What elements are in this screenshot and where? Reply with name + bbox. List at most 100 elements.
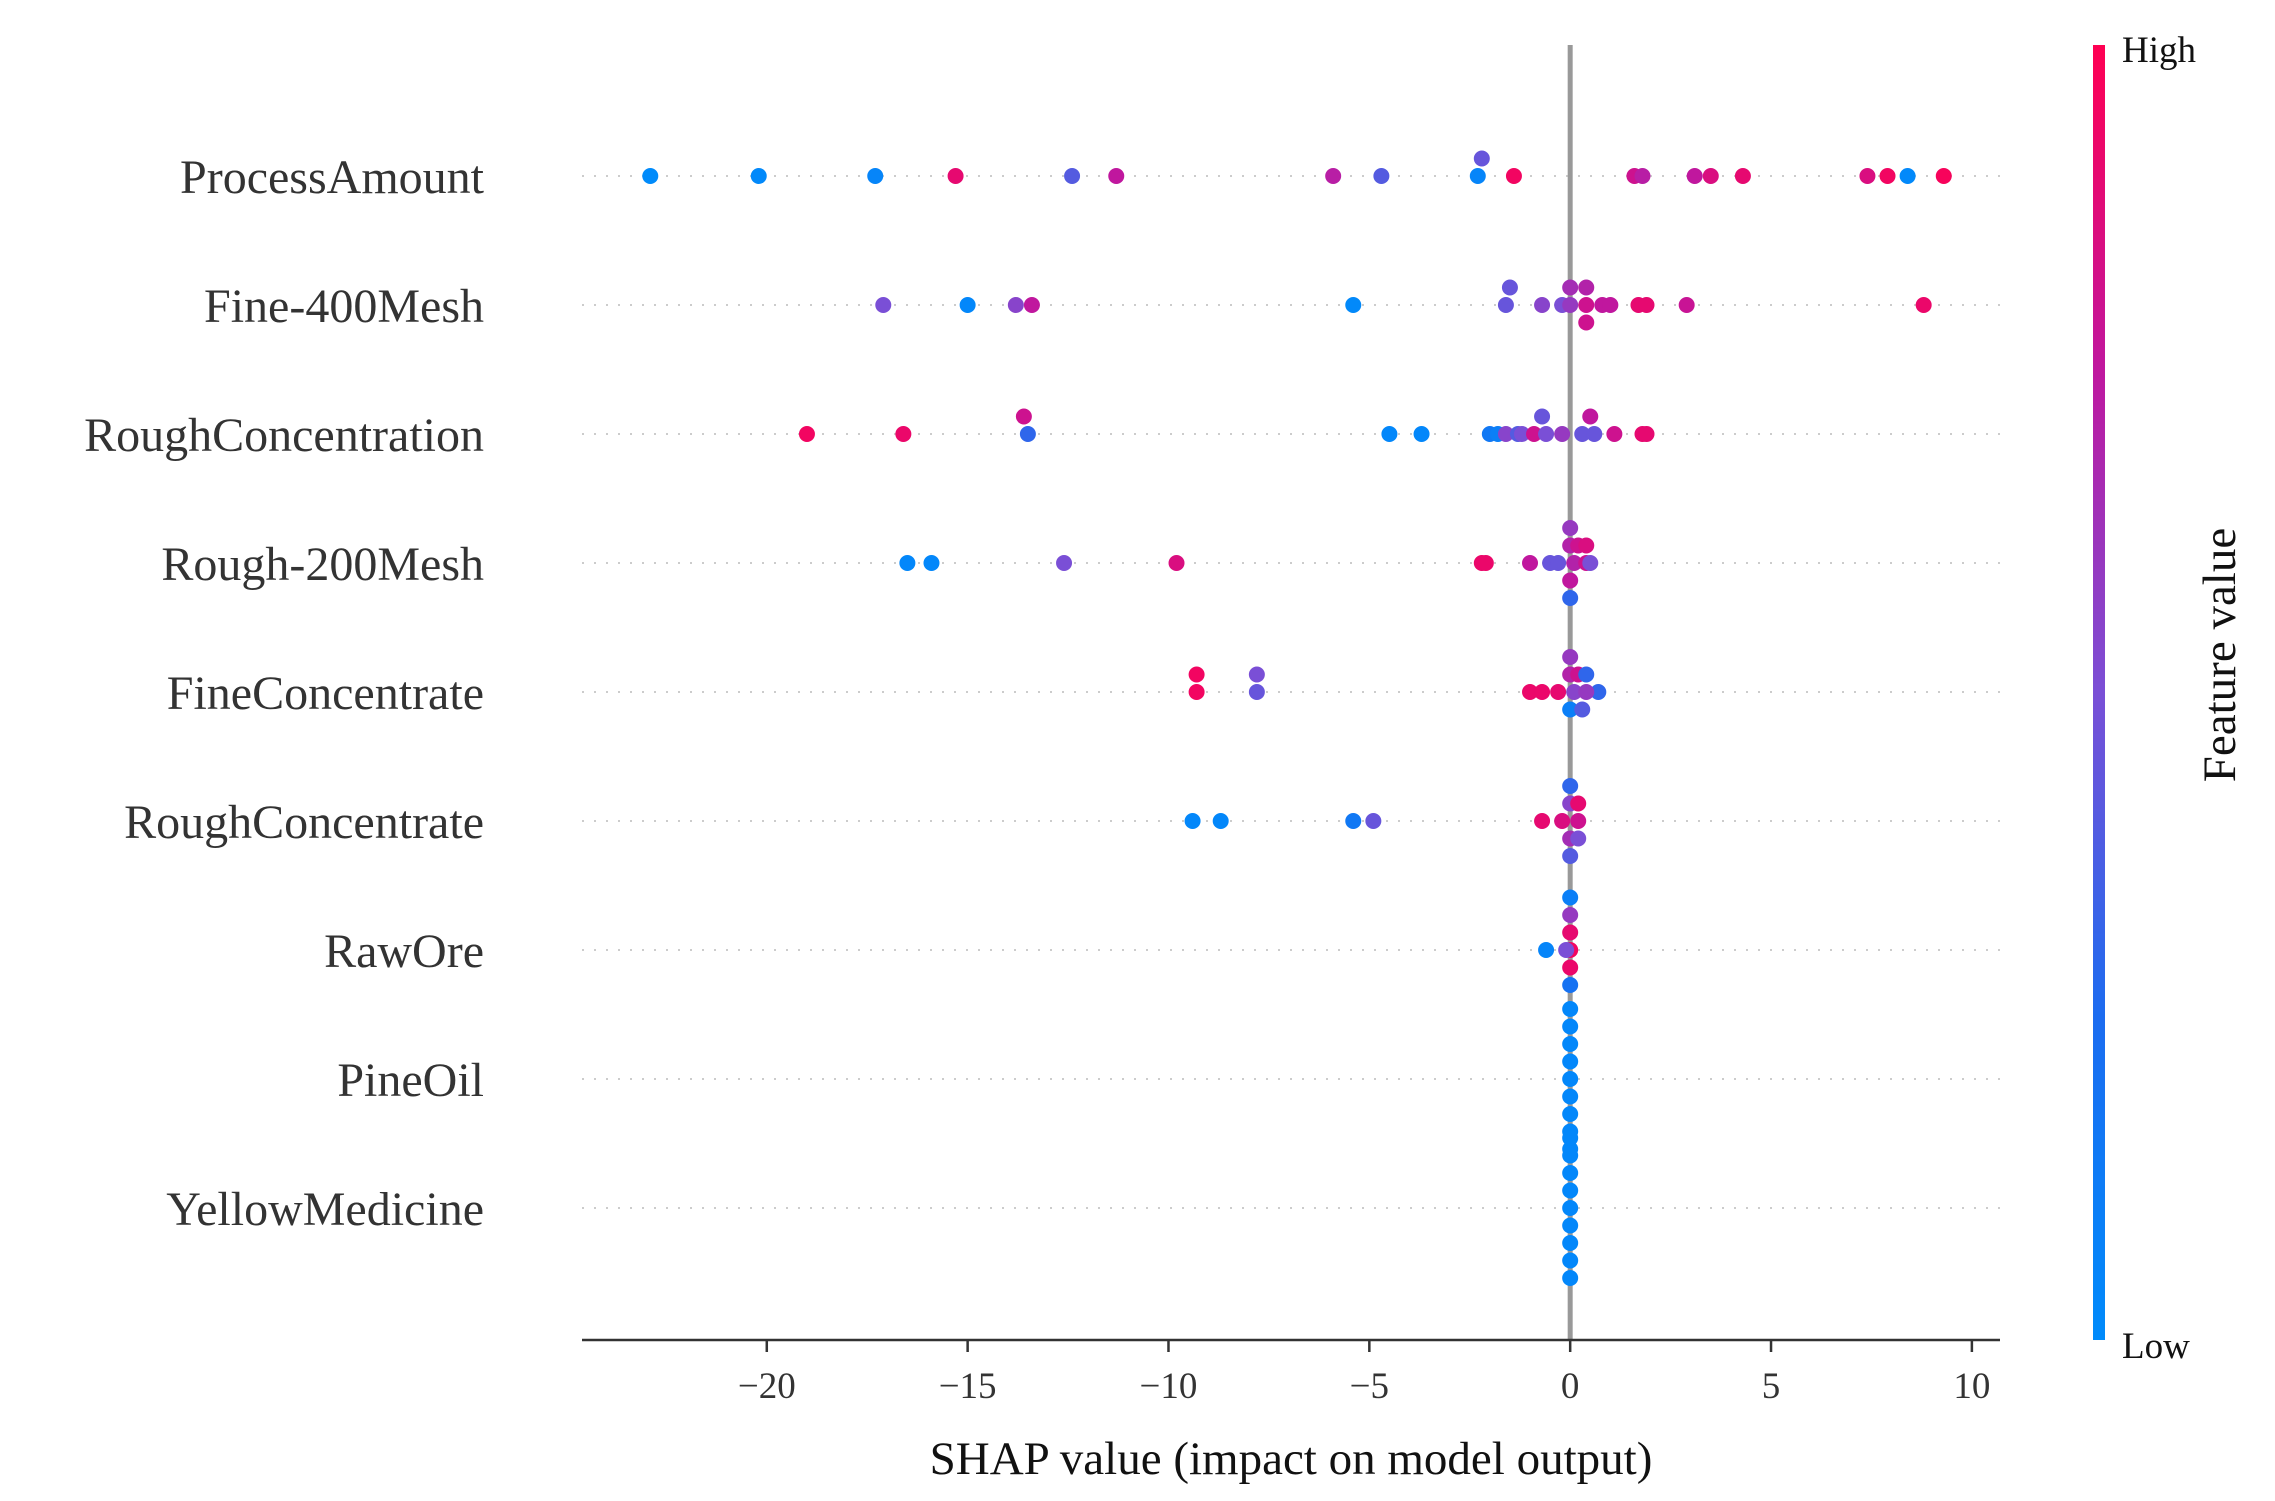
- shap-point: [1019, 426, 1036, 442]
- shap-point: [1678, 297, 1695, 313]
- shap-point: [1578, 314, 1595, 331]
- shap-point: [1562, 649, 1579, 665]
- colorbar-gradient: [2093, 45, 2105, 1340]
- shap-point: [1562, 1182, 1579, 1199]
- shap-point: [1562, 1106, 1579, 1122]
- shap-point: [1570, 830, 1587, 847]
- shap-point: [1574, 701, 1591, 718]
- shap-point: [1562, 1053, 1579, 1070]
- shap-point: [1702, 168, 1719, 184]
- x-tick-label: −15: [939, 1366, 997, 1407]
- shap-point: [1578, 279, 1595, 296]
- shap-point: [1562, 778, 1579, 794]
- shap-point: [1915, 297, 1932, 313]
- shap-point: [1526, 426, 1543, 442]
- shap-point: [1578, 684, 1595, 700]
- shap-point: [1562, 1270, 1579, 1286]
- shap-point: [1879, 168, 1896, 184]
- colorbar: High Low Feature value: [2093, 30, 2246, 1367]
- shap-point: [1505, 168, 1522, 184]
- shap-point: [1582, 555, 1599, 571]
- shap-point: [1497, 297, 1514, 313]
- shap-point: [1562, 959, 1579, 976]
- shap-point: [1562, 590, 1579, 606]
- feature-row-guides: [582, 175, 2000, 1209]
- shap-point: [798, 426, 815, 442]
- x-tick-label: 10: [1953, 1366, 1990, 1407]
- shap-point: [867, 168, 884, 184]
- shap-point: [1413, 426, 1430, 442]
- shap-point: [1638, 426, 1655, 442]
- shap-point: [1562, 1130, 1579, 1146]
- shap-point: [1562, 520, 1579, 536]
- feature-label: RoughConcentrate: [124, 796, 484, 849]
- shap-point: [1859, 168, 1876, 184]
- shap-point: [1562, 1147, 1579, 1164]
- shap-point: [1570, 795, 1587, 812]
- x-tick-label: −5: [1350, 1366, 1389, 1407]
- shap-point: [1345, 813, 1362, 829]
- shap-point: [1023, 297, 1040, 313]
- feature-label: RawOre: [324, 925, 484, 978]
- x-tick-label: −20: [738, 1366, 796, 1407]
- feature-label: PineOil: [337, 1054, 484, 1107]
- shap-point: [1562, 1252, 1579, 1269]
- x-tick-label: 5: [1762, 1366, 1781, 1407]
- shap-point: [1534, 297, 1551, 313]
- shap-point: [1638, 297, 1655, 313]
- shap-point: [1550, 684, 1567, 700]
- feature-label: Fine-400Mesh: [204, 280, 484, 333]
- shap-point: [1550, 555, 1567, 571]
- shap-point: [1168, 555, 1185, 571]
- shap-point: [1562, 701, 1579, 718]
- shap-point: [1899, 168, 1916, 184]
- shap-point: [1562, 1036, 1579, 1052]
- feature-label: ProcessAmount: [180, 151, 485, 204]
- shap-point: [1108, 168, 1125, 184]
- feature-label: RoughConcentration: [84, 409, 484, 462]
- shap-point: [1562, 889, 1579, 906]
- shap-point: [1578, 537, 1595, 554]
- shap-point: [1501, 279, 1518, 296]
- feature-label: FineConcentrate: [167, 667, 484, 720]
- shap-point: [1570, 813, 1587, 829]
- colorbar-title: Feature value: [2194, 528, 2246, 782]
- shap-point: [1562, 572, 1579, 589]
- shap-point: [1734, 168, 1751, 184]
- shap-point: [1562, 977, 1579, 993]
- shap-point: [1212, 813, 1229, 829]
- shap-point: [642, 168, 659, 184]
- shap-point: [1522, 555, 1539, 571]
- shap-point: [1007, 297, 1024, 313]
- shap-point: [1562, 907, 1579, 923]
- shap-point: [1562, 1018, 1579, 1035]
- shap-point: [959, 297, 976, 313]
- shap-point: [1562, 1071, 1579, 1087]
- shap-point: [1566, 555, 1583, 571]
- shap-point: [1606, 426, 1623, 442]
- shap-point: [1578, 297, 1595, 313]
- shap-point: [1574, 426, 1591, 442]
- shap-point: [1534, 408, 1551, 425]
- shap-point: [1534, 813, 1551, 829]
- feature-label: Rough-200Mesh: [161, 538, 484, 591]
- shap-point: [1345, 297, 1362, 313]
- shap-point: [1513, 426, 1530, 442]
- shap-point: [1469, 168, 1486, 184]
- shap-point: [1566, 684, 1583, 700]
- shap-point: [1562, 1165, 1579, 1181]
- shap-points: [642, 150, 1952, 1286]
- shap-point: [1538, 426, 1555, 442]
- x-tick-label: −10: [1140, 1366, 1198, 1407]
- shap-point: [1686, 168, 1703, 184]
- shap-point: [1534, 684, 1551, 700]
- shap-point: [1056, 555, 1073, 571]
- shap-point: [1365, 813, 1382, 829]
- shap-point: [899, 555, 916, 571]
- shap-point: [1497, 426, 1514, 442]
- feature-labels: ProcessAmount Fine-400Mesh RoughConcentrat…: [84, 151, 485, 1236]
- shap-point: [1538, 942, 1555, 958]
- shap-point: [1188, 684, 1205, 700]
- feature-label: YellowMedicine: [166, 1183, 484, 1236]
